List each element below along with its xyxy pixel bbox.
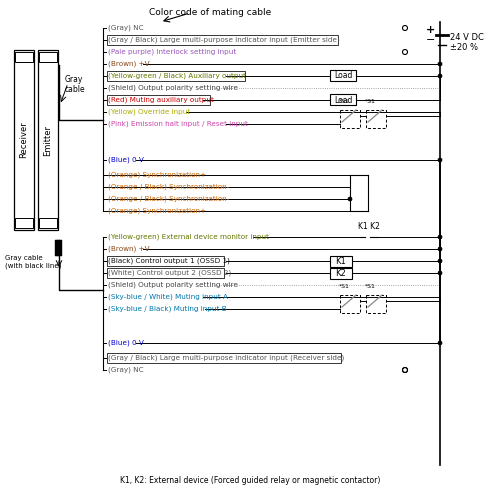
Circle shape	[438, 62, 442, 66]
Text: (Yellow) Override input: (Yellow) Override input	[108, 109, 190, 115]
Text: (Gray) NC: (Gray) NC	[108, 25, 144, 31]
Bar	[38, 50, 58, 230]
Bar	[340, 295, 360, 313]
Circle shape	[438, 158, 442, 162]
Text: Load: Load	[334, 72, 352, 80]
Circle shape	[438, 271, 442, 275]
Circle shape	[438, 74, 442, 78]
Bar	[330, 255, 352, 267]
Text: (Orange) Synchronization+: (Orange) Synchronization+	[108, 172, 206, 178]
Circle shape	[438, 259, 442, 263]
Bar	[39, 218, 57, 228]
Text: (Blue) 0 V: (Blue) 0 V	[108, 340, 144, 346]
Circle shape	[438, 341, 442, 345]
Text: K1: K1	[336, 256, 346, 266]
Bar	[15, 218, 33, 228]
Text: (Red) Muting auxiliary output: (Red) Muting auxiliary output	[108, 97, 214, 103]
Circle shape	[438, 235, 442, 239]
Text: (Shield) Output polarity setting wire: (Shield) Output polarity setting wire	[108, 85, 238, 91]
Text: (Sky-blue / Black) Muting input B: (Sky-blue / Black) Muting input B	[108, 306, 226, 312]
Text: *S1: *S1	[339, 99, 350, 104]
Text: *S1: *S1	[339, 284, 350, 289]
Bar	[57, 240, 60, 256]
Text: *S1: *S1	[365, 284, 376, 289]
Bar	[107, 268, 224, 278]
Text: (Orange) Synchronization+: (Orange) Synchronization+	[108, 208, 206, 214]
Bar	[330, 71, 356, 81]
Text: 24 V DC
±20 %: 24 V DC ±20 %	[450, 33, 484, 52]
Bar	[55, 240, 58, 256]
Text: (Sky-blue / White) Muting input A: (Sky-blue / White) Muting input A	[108, 294, 228, 300]
Text: Emitter: Emitter	[44, 124, 52, 155]
Bar	[366, 295, 386, 313]
Bar	[107, 256, 224, 266]
Bar	[39, 52, 57, 62]
Text: Gray
cable: Gray cable	[65, 75, 86, 95]
Bar	[107, 353, 342, 363]
Bar	[107, 95, 210, 105]
Bar	[107, 35, 338, 45]
Bar	[330, 268, 352, 278]
Text: (Shield) Output polarity setting wire: (Shield) Output polarity setting wire	[108, 282, 238, 288]
Bar	[107, 71, 246, 81]
Text: (White) Control output 2 (OSSD 2): (White) Control output 2 (OSSD 2)	[108, 270, 231, 276]
Bar	[15, 52, 33, 62]
Text: Color code of mating cable: Color code of mating cable	[149, 8, 271, 17]
Circle shape	[438, 247, 442, 251]
Text: (Gray / Black) Large multi-purpose indicator input (Emitter side): (Gray / Black) Large multi-purpose indic…	[108, 37, 340, 43]
Bar	[366, 110, 386, 128]
Text: +: +	[426, 25, 435, 35]
Bar	[340, 110, 360, 128]
Text: (Orange / Black) Synchronization-: (Orange / Black) Synchronization-	[108, 196, 229, 202]
Text: (Pale purple) Interlock setting input: (Pale purple) Interlock setting input	[108, 49, 236, 55]
Text: (Pink) Emission halt input / Reset input: (Pink) Emission halt input / Reset input	[108, 121, 248, 127]
Text: Gray cable
(with black line): Gray cable (with black line)	[5, 255, 62, 269]
Text: (Orange / Black) Synchronization-: (Orange / Black) Synchronization-	[108, 184, 229, 190]
Text: Load: Load	[334, 96, 352, 104]
Text: K1 K2: K1 K2	[358, 222, 380, 231]
Text: (Gray) NC: (Gray) NC	[108, 367, 144, 373]
Text: Receiver: Receiver	[20, 122, 28, 158]
Circle shape	[348, 197, 352, 201]
Bar	[59, 240, 62, 256]
Text: −: −	[426, 35, 435, 45]
Text: (Blue) 0 V: (Blue) 0 V	[108, 157, 144, 163]
Bar	[14, 50, 34, 230]
Text: K2: K2	[336, 269, 346, 277]
Text: (Yellow-green) External device monitor input: (Yellow-green) External device monitor i…	[108, 234, 269, 240]
Text: K1, K2: External device (Forced guided relay or magnetic contactor): K1, K2: External device (Forced guided r…	[120, 475, 380, 485]
Text: (Black) Control output 1 (OSSD 1): (Black) Control output 1 (OSSD 1)	[108, 258, 230, 264]
Text: (Brown) +V: (Brown) +V	[108, 246, 150, 252]
Text: *S1: *S1	[365, 99, 376, 104]
Bar	[330, 95, 356, 105]
Text: (Brown) +V: (Brown) +V	[108, 61, 150, 67]
Text: (Gray / Black) Large multi-purpose indicator input (Receiver side): (Gray / Black) Large multi-purpose indic…	[108, 355, 344, 361]
Text: (Yellow-green / Black) Auxiliary output: (Yellow-green / Black) Auxiliary output	[108, 73, 246, 79]
